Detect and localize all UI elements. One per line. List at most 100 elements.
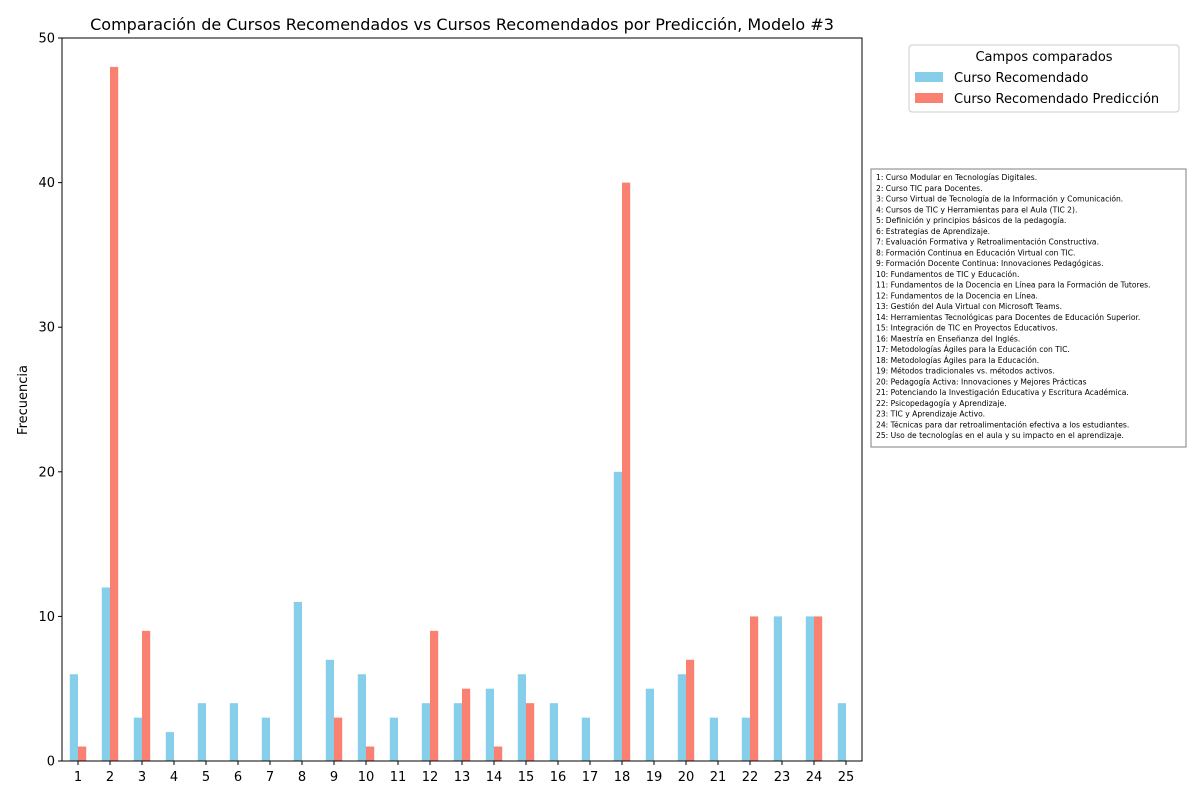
course-key-list: 1: Curso Modular en Tecnologías Digitale… <box>876 173 1151 440</box>
x-tick-label: 11 <box>390 770 407 785</box>
bar-recomendado-1 <box>69 674 78 761</box>
course-key-item: 22: Psicopedagogía y Aprendizaje. <box>876 399 1007 408</box>
bar-recomendado-13 <box>453 703 462 761</box>
bar-prediccion-24 <box>814 616 823 761</box>
y-tick-label: 0 <box>47 755 55 770</box>
x-tick-label: 18 <box>614 770 631 785</box>
x-tick-label: 24 <box>806 770 823 785</box>
bar-prediccion-13 <box>462 688 471 761</box>
bar-recomendado-2 <box>101 587 110 761</box>
y-tick-label: 30 <box>38 321 55 336</box>
bar-prediccion-10 <box>366 746 375 761</box>
bar-recomendado-5 <box>197 703 206 761</box>
legend-title: Campos comparados <box>975 50 1112 65</box>
plot-frame <box>61 37 863 762</box>
x-tick-label: 12 <box>422 770 439 785</box>
course-key-item: 20: Pedagogía Activa: Innovaciones y Mej… <box>876 377 1087 386</box>
course-key-item: 4: Cursos de TIC y Herramientas para el … <box>876 205 1077 214</box>
course-key-item: 19: Métodos tradicionales vs. métodos ac… <box>876 367 1055 376</box>
bar-recomendado-9 <box>325 659 334 761</box>
bar-recomendado-11 <box>389 717 398 761</box>
course-key-item: 23: TIC y Aprendizaje Activo. <box>876 410 985 419</box>
chart-title: Comparación de Cursos Recomendados vs Cu… <box>90 15 834 34</box>
course-key-item: 7: Evaluación Formativa y Retroalimentac… <box>876 238 1099 247</box>
legend-label-curso-recomendado-prediccion: Curso Recomendado Predicción <box>954 92 1159 107</box>
course-key-item: 16: Maestría en Enseñanza del Inglés. <box>876 334 1020 343</box>
course-key-item: 1: Curso Modular en Tecnologías Digitale… <box>876 173 1037 182</box>
course-key-item: 12: Fundamentos de la Docencia en Línea. <box>876 291 1038 300</box>
y-tick-label: 10 <box>38 610 55 625</box>
bar-prediccion-2 <box>110 66 119 762</box>
bar-recomendado-21 <box>709 717 718 761</box>
bar-recomendado-15 <box>517 674 526 761</box>
course-key-item: 10: Fundamentos de TIC y Educación. <box>876 270 1019 279</box>
y-axis-label: Frecuencia <box>16 365 31 435</box>
x-tick-label: 4 <box>170 770 178 785</box>
bar-recomendado-8 <box>293 601 302 761</box>
bar-prediccion-1 <box>78 746 87 761</box>
bar-recomendado-14 <box>485 688 494 761</box>
legend-frame <box>908 44 1180 113</box>
bars-group <box>69 66 846 762</box>
bar-recomendado-4 <box>165 732 174 761</box>
course-key-item: 15: Integración de TIC en Proyectos Educ… <box>876 324 1058 333</box>
course-key-item: 2: Curso TIC para Docentes. <box>876 184 983 193</box>
x-axis: 1 2 3 4 5 6 7 8 9 10 11 12 13 14 15 16 17 18 19 20 21 22 23 24 2… <box>74 761 854 785</box>
course-key-item: 21: Potenciando la Investigación Educati… <box>876 388 1129 397</box>
x-tick-label: 17 <box>582 770 599 785</box>
course-key-item: 11: Fundamentos de la Docencia en Línea … <box>876 281 1151 290</box>
course-key-item: 13: Gestión del Aula Virtual con Microso… <box>876 302 1062 311</box>
x-tick-label: 20 <box>678 770 695 785</box>
x-tick-label: 14 <box>486 770 503 785</box>
bar-recomendado-20 <box>677 674 686 761</box>
course-key-item: 5: Definición y principios básicos de la… <box>876 216 1066 225</box>
x-tick-label: 6 <box>234 770 242 785</box>
legend: Campos comparados Curso Recomendado Curs… <box>908 44 1180 113</box>
y-tick-label: 20 <box>38 465 55 480</box>
bar-recomendado-22 <box>741 717 750 761</box>
course-key-frame <box>870 168 1187 448</box>
y-axis: 0 10 20 30 40 50 <box>38 32 62 770</box>
x-tick-label: 2 <box>106 770 114 785</box>
y-tick-label: 50 <box>38 32 55 47</box>
course-key-item: 3: Curso Virtual de Tecnología de la Inf… <box>876 195 1123 204</box>
bar-recomendado-16 <box>549 703 558 761</box>
bar-recomendado-10 <box>357 674 366 761</box>
bar-recomendado-25 <box>837 703 846 761</box>
x-tick-label: 23 <box>774 770 791 785</box>
course-key-box: 1: Curso Modular en Tecnologías Digitale… <box>870 168 1187 448</box>
bar-recomendado-24 <box>805 616 814 761</box>
x-tick-label: 13 <box>454 770 471 785</box>
course-key-item: 8: Formación Continua en Educación Virtu… <box>876 248 1075 257</box>
x-tick-label: 19 <box>646 770 663 785</box>
bar-prediccion-20 <box>686 659 695 761</box>
x-tick-label: 25 <box>838 770 855 785</box>
bar-recomendado-6 <box>229 703 238 761</box>
x-tick-label: 22 <box>742 770 759 785</box>
bar-recomendado-7 <box>261 717 270 761</box>
bar-prediccion-15 <box>526 703 535 761</box>
course-key-item: 9: Formación Docente Continua: Innovacio… <box>876 259 1104 268</box>
x-tick-label: 16 <box>550 770 567 785</box>
legend-label-curso-recomendado: Curso Recomendado <box>954 71 1088 86</box>
x-tick-label: 3 <box>138 770 146 785</box>
bar-prediccion-18 <box>622 182 631 762</box>
course-key-item: 14: Herramientas Tecnológicas para Docen… <box>876 313 1140 322</box>
bar-recomendado-3 <box>133 717 142 761</box>
x-tick-label: 21 <box>710 770 727 785</box>
bar-recomendado-19 <box>645 688 654 761</box>
bar-prediccion-9 <box>334 717 343 761</box>
bar-prediccion-14 <box>494 746 503 761</box>
course-key-item: 24: Técnicas para dar retroalimentación … <box>876 420 1129 429</box>
x-tick-label: 10 <box>358 770 375 785</box>
bar-recomendado-23 <box>773 616 782 761</box>
x-tick-label: 15 <box>518 770 535 785</box>
x-tick-label: 5 <box>202 770 210 785</box>
bar-prediccion-22 <box>750 616 759 761</box>
course-key-item: 25: Uso de tecnologías en el aula y su i… <box>876 431 1124 440</box>
bar-recomendado-18 <box>613 471 622 761</box>
legend-swatch-curso-recomendado <box>915 72 943 82</box>
legend-swatch-curso-recomendado-prediccion <box>915 93 943 103</box>
course-key-item: 18: Metodologías Ágiles para la Educació… <box>876 356 1039 365</box>
